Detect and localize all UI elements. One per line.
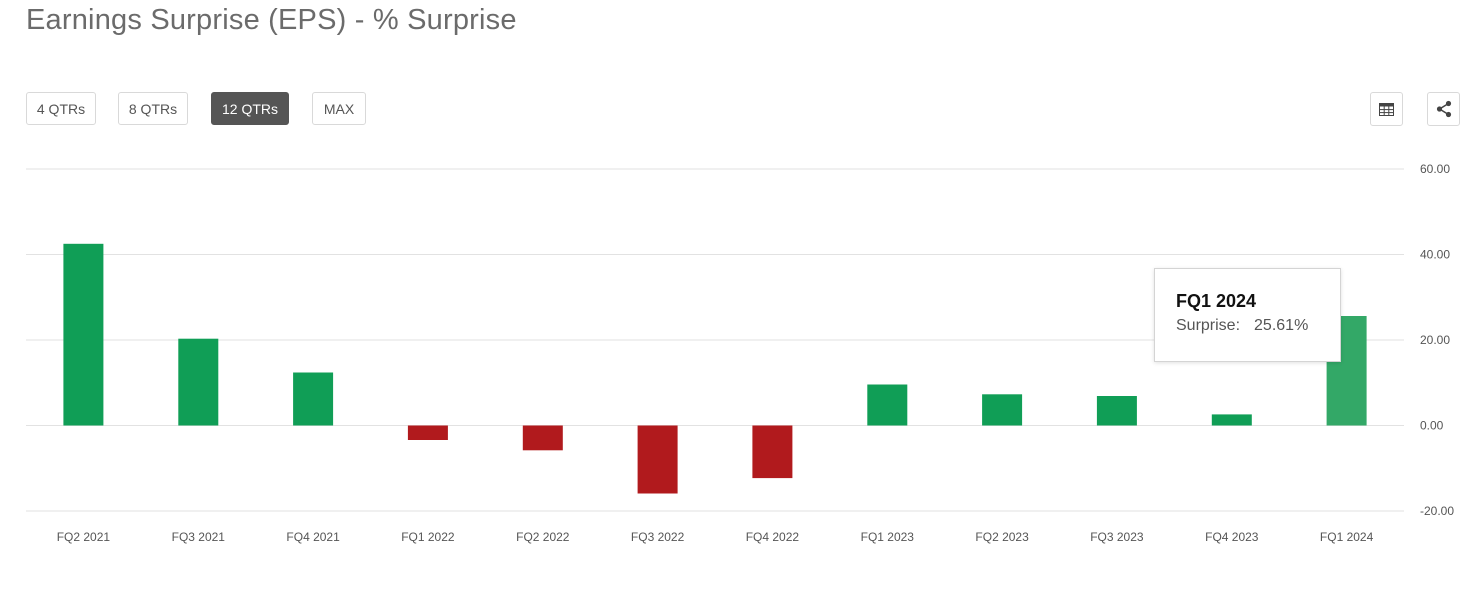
bar-fq2-2021[interactable] [63,243,104,426]
x-tick-label: FQ3 2021 [172,530,226,544]
bar-fq2-2023[interactable] [982,394,1023,426]
x-tick-label: FQ4 2021 [286,530,340,544]
bar-fq2-2022[interactable] [522,425,563,451]
tooltip-title: FQ1 2024 [1176,291,1257,311]
y-tick-label: 20.00 [1420,333,1450,347]
y-tick-label: 60.00 [1420,162,1450,176]
table-icon [1379,102,1394,116]
x-tick-label: FQ2 2021 [57,530,111,544]
share-button[interactable] [1427,92,1460,126]
chart-tooltip: FQ1 2024 Surprise: 25.61% [1154,268,1341,362]
range-4-qtrs-button[interactable]: 4 QTRs [26,92,96,125]
range-max-button[interactable]: MAX [312,92,366,125]
y-tick-label: 40.00 [1420,248,1450,262]
x-tick-label: FQ3 2023 [1090,530,1144,544]
chart-title: Earnings Surprise (EPS) - % Surprise [26,4,517,36]
bar-fq4-2022[interactable] [752,425,793,479]
bar-fq1-2023[interactable] [867,384,908,426]
table-view-button[interactable] [1370,92,1403,126]
x-tick-label: FQ3 2022 [631,530,685,544]
share-icon [1436,100,1451,118]
bar-fq3-2022[interactable] [637,425,678,494]
bar-fq1-2022[interactable] [407,425,448,441]
y-tick-label: 0.00 [1420,419,1444,433]
x-tick-label: FQ1 2023 [861,530,915,544]
y-tick-label: -20.00 [1420,504,1454,518]
range-8-qtrs-button[interactable]: 8 QTRs [118,92,188,125]
x-tick-label: FQ4 2023 [1205,530,1259,544]
x-tick-label: FQ2 2023 [975,530,1029,544]
tooltip-value: 25.61% [1254,317,1309,334]
x-tick-label: FQ2 2022 [516,530,570,544]
bar-fq4-2023[interactable] [1211,414,1252,426]
tooltip-label: Surprise: [1176,317,1241,334]
x-tick-label: FQ4 2022 [746,530,800,544]
bar-fq3-2023[interactable] [1096,396,1137,426]
bar-fq4-2021[interactable] [293,372,334,426]
x-tick-label: FQ1 2022 [401,530,455,544]
tooltip-row: Surprise: 25.61% [1176,317,1340,335]
range-12-qtrs-button[interactable]: 12 QTRs [211,92,289,125]
bar-fq3-2021[interactable] [178,338,219,426]
x-tick-label: FQ1 2024 [1320,530,1374,544]
